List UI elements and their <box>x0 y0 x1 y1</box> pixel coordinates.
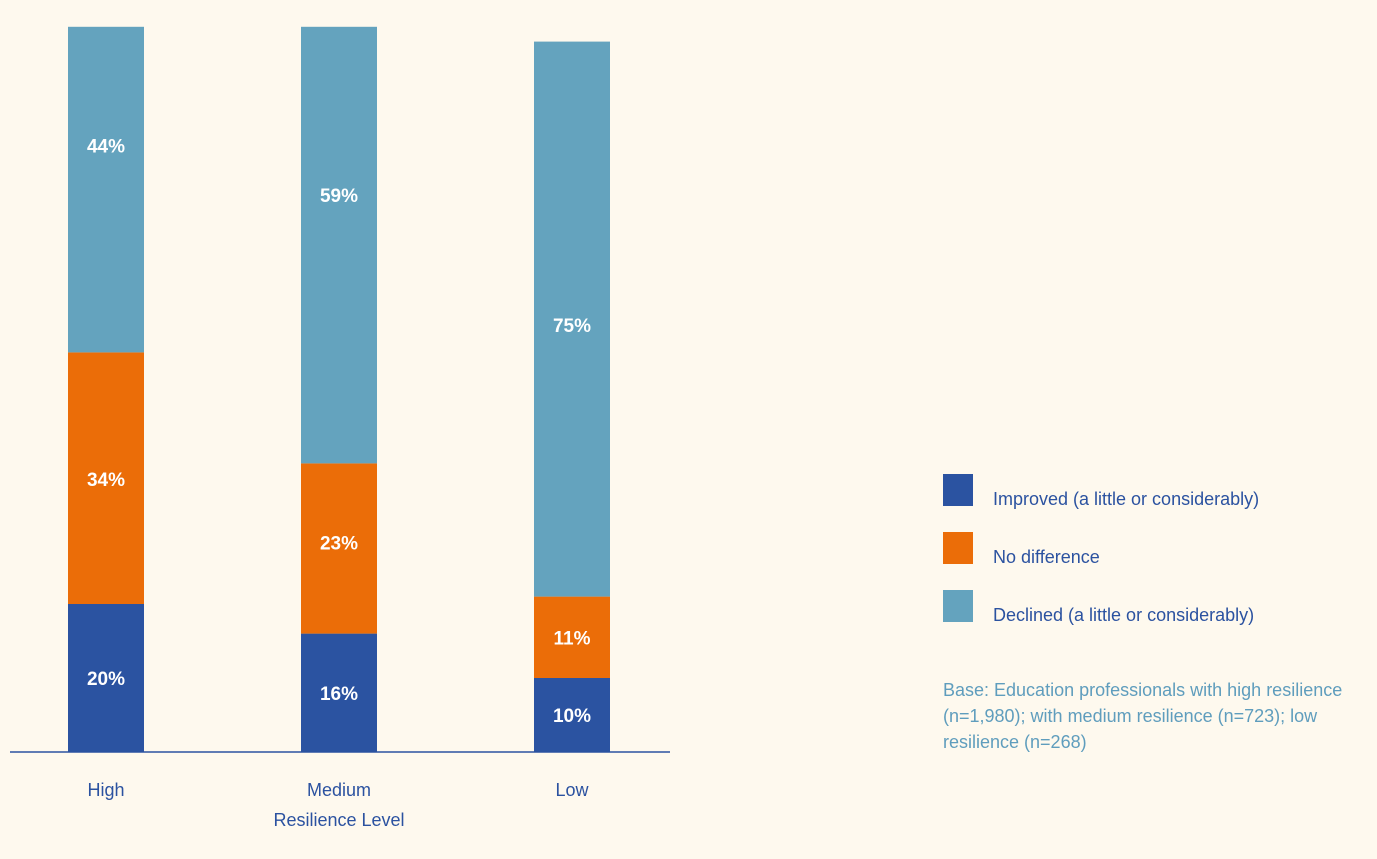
bar-value-label-medium-declined: 59% <box>320 186 358 207</box>
x-tick-label-low: Low <box>555 780 589 800</box>
legend-label-no-difference: No difference <box>993 547 1100 567</box>
base-note: Base: Education professionals with high … <box>943 680 1343 752</box>
bar-segment-medium-no-difference <box>301 463 377 634</box>
bar-value-label-low-no-difference: 11% <box>554 628 591 649</box>
bar-value-label-low-improved: 10% <box>553 706 591 727</box>
bar-segment-low-no-difference <box>534 596 610 678</box>
legend-item-improved: Improved (a little or considerably) <box>943 474 1373 509</box>
bar-value-label-high-improved: 20% <box>87 669 125 690</box>
bar-value-label-high-no-difference: 34% <box>87 470 125 491</box>
bar-value-label-medium-no-difference: 23% <box>320 534 358 555</box>
bar-value-label-high-declined: 44% <box>87 137 125 158</box>
x-tick-labels: High Medium Low <box>87 780 589 800</box>
bar-segment-high-declined <box>68 26 144 353</box>
legend-swatch-improved <box>943 474 973 506</box>
bar-value-labels: 20% 34% 44% 16% 23% 59% 10% 11% 75% <box>87 137 591 727</box>
legend-item-no-difference: No difference <box>943 532 1373 567</box>
bar-segment-high-no-difference <box>68 352 144 604</box>
bar-value-label-medium-improved: 16% <box>320 684 358 705</box>
bar-value-label-low-declined: 75% <box>553 316 591 337</box>
legend-swatch-no-difference <box>943 532 973 564</box>
x-axis-title: Resilience Level <box>273 810 404 830</box>
legend-swatch-declined <box>943 590 973 622</box>
bar-segment-high-improved <box>68 604 144 752</box>
legend-label-declined: Declined (a little or considerably) <box>993 605 1255 625</box>
bar-segment-low-declined <box>534 41 610 597</box>
stacked-bar-chart: 20% 34% 44% 16% 23% 59% 10% 11% 75% High Medium Lo… <box>10 26 670 830</box>
x-tick-label-medium: Medium <box>307 780 371 800</box>
legend: Improved (a little or considerably) No d… <box>943 474 1373 648</box>
bar-segment-medium-declined <box>301 26 377 464</box>
bar-segment-medium-improved <box>301 633 377 752</box>
legend-item-declined: Declined (a little or considerably) <box>943 590 1373 625</box>
bar-segment-low-improved <box>534 678 610 752</box>
bars-layer <box>68 26 610 752</box>
legend-label-improved: Improved (a little or considerably) <box>993 489 1260 509</box>
x-tick-label-high: High <box>87 780 124 800</box>
